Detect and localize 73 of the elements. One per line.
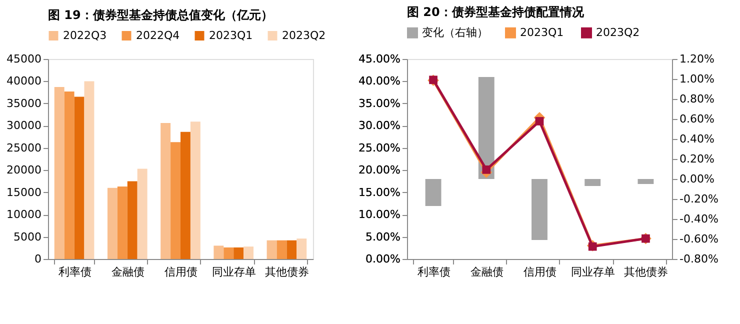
y2-tick-label: 0.40% bbox=[680, 132, 714, 146]
bar bbox=[286, 240, 297, 259]
y-tick-label: 5.00% bbox=[366, 230, 400, 244]
y2-tick-label: -0.60% bbox=[680, 232, 718, 246]
y-tick-label: 10000 bbox=[6, 208, 42, 222]
bar bbox=[117, 186, 128, 259]
bar bbox=[266, 240, 277, 259]
x-tick-label: 利率债 bbox=[58, 266, 92, 278]
bar bbox=[74, 96, 84, 259]
bar bbox=[170, 142, 180, 259]
y-tick-label: 30000 bbox=[6, 119, 42, 132]
legend-label: 2023Q2 bbox=[282, 28, 326, 42]
y-tick-label: 35000 bbox=[6, 96, 42, 110]
bar bbox=[84, 81, 94, 259]
y-tick-label: 20.00% bbox=[358, 164, 400, 177]
x-tick-label: 其他债券 bbox=[265, 266, 310, 278]
y-tick-label: 10.00% bbox=[358, 208, 400, 222]
bar bbox=[127, 181, 138, 259]
y-tick-label: 45.00% bbox=[358, 52, 400, 66]
y-tick-label: 20000 bbox=[6, 164, 42, 177]
y2-tick-label: 0.00% bbox=[680, 172, 714, 186]
legend-label: 2023Q1 bbox=[209, 28, 253, 42]
x-tick-label: 利率债 bbox=[417, 266, 450, 278]
bar bbox=[224, 247, 234, 259]
bar bbox=[107, 188, 118, 259]
x-tick-label: 同业存单 bbox=[212, 266, 256, 278]
bar bbox=[214, 246, 224, 259]
x-tick-label: 信用债 bbox=[164, 266, 198, 278]
point bbox=[535, 117, 544, 126]
bar bbox=[137, 168, 148, 259]
y-tick-label: 5000 bbox=[14, 230, 42, 244]
y2-tick-label: -0.80% bbox=[680, 252, 718, 266]
chart-title: 图 20：债券型基金持债配置情况 bbox=[407, 5, 585, 19]
legend-label: 2023Q2 bbox=[596, 26, 640, 39]
y-tick-label: 40.00% bbox=[358, 74, 400, 88]
bar bbox=[160, 123, 171, 259]
y-tick-label: 15.00% bbox=[358, 186, 400, 199]
legend-label: 2022Q3 bbox=[63, 28, 107, 42]
point bbox=[482, 165, 491, 174]
y-tick-label: 25000 bbox=[6, 141, 42, 154]
bar bbox=[190, 122, 200, 259]
x-tick-label: 金融债 bbox=[111, 266, 144, 278]
y-tick-label: 0.00% bbox=[366, 252, 400, 266]
y-tick-label: 25.00% bbox=[358, 141, 400, 154]
y2-tick-label: -0.20% bbox=[680, 192, 718, 206]
x-tick-label: 信用债 bbox=[524, 266, 556, 278]
x-tick-label: 金融债 bbox=[470, 266, 504, 278]
y-tick-label: 35.00% bbox=[358, 96, 400, 110]
bar bbox=[296, 238, 307, 259]
y-tick-label: 0 bbox=[34, 252, 42, 266]
legend-label: 2022Q4 bbox=[136, 28, 180, 42]
y2-tick-label: 0.60% bbox=[680, 112, 714, 126]
y2-tick-label: 1.20% bbox=[680, 52, 714, 66]
y2-tick-label: 0.20% bbox=[680, 152, 714, 166]
bar bbox=[234, 247, 244, 259]
bar bbox=[54, 87, 64, 259]
y2-tick-label: 0.80% bbox=[680, 92, 714, 106]
y-tick-label: 45000 bbox=[6, 52, 42, 66]
y-tick-label: 15000 bbox=[6, 186, 42, 199]
legend-label: 变化（右轴） bbox=[422, 26, 488, 39]
bar bbox=[64, 91, 74, 259]
y-tick-label: 30.00% bbox=[358, 119, 400, 132]
x-tick-label: 同业存单 bbox=[571, 266, 616, 278]
bar bbox=[276, 240, 287, 259]
bar bbox=[244, 246, 254, 259]
legend-label: 2023Q1 bbox=[520, 26, 564, 39]
bar bbox=[180, 132, 190, 259]
y2-tick-label: -0.40% bbox=[680, 212, 718, 226]
x-tick-label: 其他债券 bbox=[624, 266, 668, 278]
y2-tick-label: 1.00% bbox=[680, 72, 714, 86]
point bbox=[588, 242, 597, 251]
y-tick-label: 40000 bbox=[6, 74, 42, 88]
chart-title: 图 19：债券型基金持债总值变化（亿元） bbox=[48, 8, 273, 22]
